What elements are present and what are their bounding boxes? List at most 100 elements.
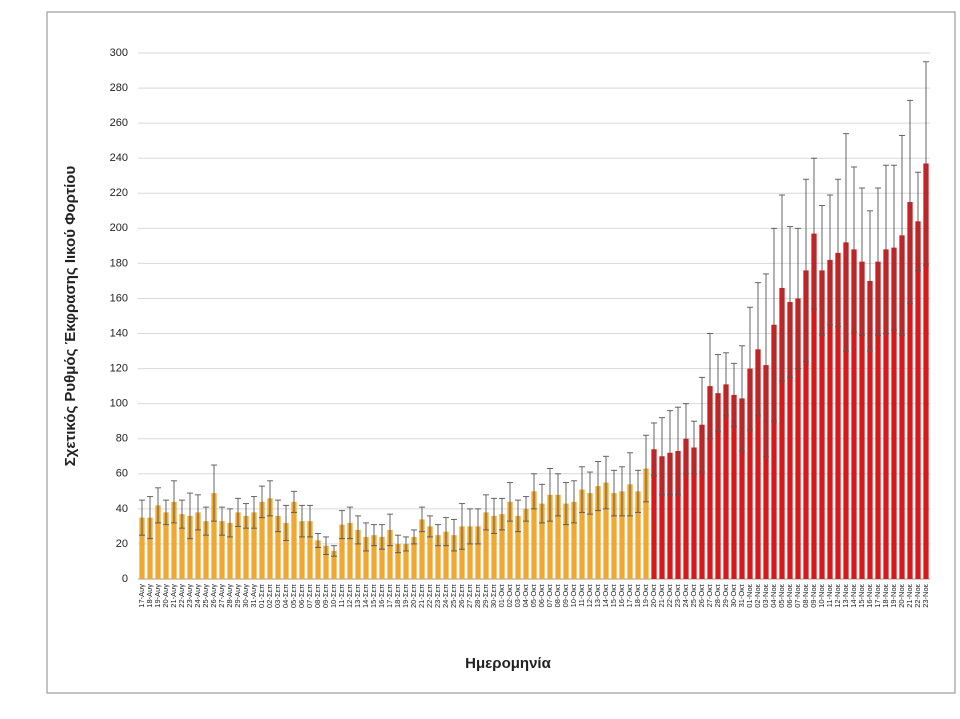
error-bar [211, 464, 217, 522]
x-tick-label: 06-Νοε [785, 583, 794, 607]
x-tick-label: 15-Σεπ [369, 584, 378, 608]
x-tick-label: 23-Νοε [921, 583, 930, 607]
bar [699, 424, 705, 579]
bar [235, 512, 241, 579]
error-bar [883, 164, 889, 334]
x-tick-label: 21-Οκτ [657, 584, 666, 607]
error-bar [443, 517, 449, 547]
x-tick-label: 29-Σεπ [481, 584, 490, 608]
bar [555, 494, 561, 579]
bar [395, 543, 401, 579]
bar [347, 522, 353, 579]
bar [691, 447, 697, 579]
error-bar [603, 455, 609, 510]
bar [179, 514, 185, 579]
x-tick-label: 13-Σεπ [353, 584, 362, 608]
error-bar [339, 510, 345, 540]
error-bar [643, 434, 649, 503]
x-tick-label: 19-Σεπ [401, 584, 410, 608]
error-bar [283, 504, 289, 541]
bar [379, 536, 385, 579]
x-tick-label: 31-Αυγ [249, 584, 258, 608]
error-bar [227, 508, 233, 538]
error-bar [923, 61, 929, 266]
x-tick-label: 01-Νοε [745, 583, 754, 607]
bar [611, 493, 617, 579]
error-bar [475, 508, 481, 545]
error-bar [587, 471, 593, 515]
bar [267, 498, 273, 579]
error-bar [851, 166, 857, 333]
bar [923, 163, 929, 579]
bar [787, 301, 793, 579]
error-bar [707, 333, 713, 440]
error-bar [755, 282, 761, 417]
bar [171, 501, 177, 579]
error-bar [347, 506, 353, 540]
x-tick-label: 18-Νοε [881, 583, 890, 607]
x-tick-label: 02-Νοε [753, 583, 762, 607]
x-tick-label: 05-Νοε [777, 583, 786, 607]
x-tick-label: 04-Σεπ [281, 584, 290, 608]
x-tick-label: 06-Σεπ [297, 584, 306, 608]
x-tick-label: 28-Οκτ [713, 584, 722, 607]
bar [435, 535, 441, 579]
error-bar [819, 205, 825, 336]
bar [811, 233, 817, 580]
bar [907, 202, 913, 580]
error-bar [387, 513, 393, 547]
error-bar [379, 524, 385, 550]
bar [363, 536, 369, 579]
x-tick-label: 03-Νοε [761, 583, 770, 607]
bar [299, 521, 305, 579]
x-tick-label: 23-Αυγ [185, 584, 194, 608]
x-tick-label: 09-Οκτ [561, 584, 570, 607]
x-tick-label: 30-Σεπ [489, 584, 498, 608]
error-bar [195, 494, 201, 531]
x-tick-label: 25-Σεπ [449, 584, 458, 608]
x-tick-label: 22-Αυγ [177, 584, 186, 608]
x-tick-label: 14-Οκτ [601, 584, 610, 607]
error-bar [235, 497, 241, 527]
error-bar [763, 273, 769, 457]
x-tick-label: 15-Οκτ [609, 584, 618, 607]
x-tick-label: 10-Σεπ [329, 584, 338, 608]
bar [291, 501, 297, 579]
bar [683, 438, 689, 579]
error-bar [651, 422, 657, 477]
error-bar [291, 490, 297, 513]
y-tick-label: 200 [110, 222, 128, 234]
x-tick-label: 29-Οκτ [721, 584, 730, 607]
y-axis-label: Σχετικός Ρυθμός Έκφρασης Ιικού Φορτίου [62, 166, 79, 467]
error-bar [859, 187, 865, 336]
x-tick-label: 13-Οκτ [593, 584, 602, 607]
bar [891, 247, 897, 579]
bar [227, 522, 233, 579]
y-tick-label: 240 [110, 152, 128, 164]
bar [483, 512, 489, 579]
bar [475, 526, 481, 579]
error-bar [155, 487, 161, 524]
x-tick-label: 18-Οκτ [633, 584, 642, 607]
y-tick-label: 300 [110, 47, 128, 59]
x-tick-label: 11-Νοε [825, 583, 834, 607]
bar [523, 508, 529, 579]
error-bar [795, 227, 801, 370]
y-tick-label: 80 [116, 433, 128, 445]
error-bar [915, 171, 921, 271]
error-bar [363, 522, 369, 552]
error-bar [779, 194, 785, 382]
x-tick-label: 14-Νοε [849, 583, 858, 607]
error-bar [139, 499, 145, 536]
error-bar [555, 473, 561, 517]
error-bar [259, 485, 265, 519]
bar [547, 494, 553, 579]
x-tick-label: 19-Αυγ [153, 584, 162, 608]
bar [763, 365, 769, 579]
x-tick-label: 24-Αυγ [193, 584, 202, 608]
error-bar [891, 164, 897, 331]
bar [619, 491, 625, 579]
bar [667, 452, 673, 579]
error-bar [315, 532, 321, 548]
error-bar [635, 469, 641, 513]
